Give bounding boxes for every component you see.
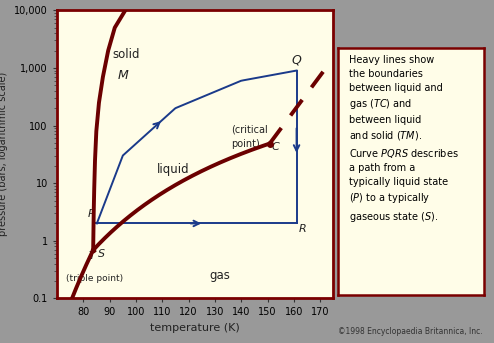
Text: P: P xyxy=(87,209,94,219)
Text: gas: gas xyxy=(209,269,231,282)
Text: solid: solid xyxy=(112,48,140,61)
Text: (triple point): (triple point) xyxy=(66,274,123,283)
Text: liquid: liquid xyxy=(157,163,190,176)
Text: (critical: (critical xyxy=(231,125,267,135)
Text: S: S xyxy=(98,249,105,259)
Text: T: T xyxy=(88,251,95,261)
Text: C: C xyxy=(272,142,279,152)
Text: R: R xyxy=(299,224,306,234)
Text: Q: Q xyxy=(291,54,301,67)
Y-axis label: pressure (bars, logarithmic scale): pressure (bars, logarithmic scale) xyxy=(0,72,8,236)
Text: ©1998 Encyclopaedia Britannica, Inc.: ©1998 Encyclopaedia Britannica, Inc. xyxy=(338,328,483,336)
Text: Heavy lines show
the boundaries
between liquid and
gas ($\mathit{TC}$) and
betwe: Heavy lines show the boundaries between … xyxy=(349,56,458,224)
X-axis label: temperature (K): temperature (K) xyxy=(150,323,240,333)
Text: point): point) xyxy=(231,139,259,149)
Text: M: M xyxy=(118,69,128,82)
